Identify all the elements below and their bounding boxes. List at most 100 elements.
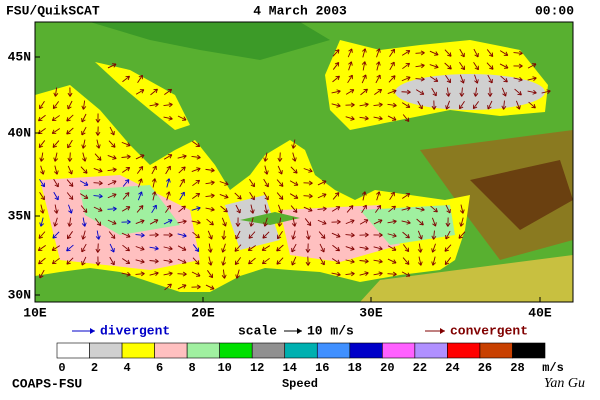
wind-arrow [303, 195, 313, 197]
wind-arrowhead [445, 105, 450, 110]
wind-arrowhead [405, 233, 410, 239]
wind-arrowhead [532, 76, 537, 82]
wind-arrow [389, 191, 395, 201]
wind-arrowhead [531, 103, 536, 109]
wind-arrow [135, 273, 145, 275]
calm-zone [395, 74, 545, 110]
wind-arrow [415, 89, 425, 95]
wind-arrowhead [334, 192, 340, 197]
wind-arrow [150, 88, 158, 96]
wind-arrow [499, 63, 509, 69]
wind-arrowhead [53, 222, 58, 227]
wind-arrowhead [276, 247, 281, 252]
divergent-arrowhead [90, 328, 95, 334]
wind-arrow [527, 77, 537, 81]
wind-arrow [151, 204, 157, 214]
wind-arrow [376, 61, 380, 71]
wind-arrowhead [404, 117, 410, 122]
wind-arrow [68, 217, 72, 227]
wind-arrow [402, 257, 410, 265]
wind-arrowhead [262, 234, 267, 239]
wind-arrowhead [66, 260, 71, 265]
wind-arrow [52, 231, 60, 239]
wind-arrow [306, 230, 310, 240]
wind-arrow [122, 244, 130, 252]
wind-arrowhead [378, 258, 383, 264]
wind-arrow [388, 75, 396, 83]
wind-arrow [51, 128, 61, 134]
wind-arrowhead [125, 206, 131, 211]
wind-arrowhead [39, 104, 44, 110]
wind-arrowhead [306, 221, 312, 226]
wind-arrow [68, 204, 72, 214]
wind-arrow [262, 257, 270, 265]
footer-right: Yan Gu [544, 376, 585, 391]
land-shade [90, 22, 330, 60]
wind-arrowhead [153, 219, 159, 224]
wind-arrowhead [67, 157, 73, 162]
wind-arrowhead [68, 170, 73, 175]
wind-arrow [415, 78, 425, 80]
wind-arrow [163, 246, 173, 250]
wind-arrowhead [210, 167, 215, 173]
wind-arrow [38, 245, 46, 251]
wind-arrow [82, 217, 86, 227]
wind-arrow [401, 50, 411, 56]
wind-arrow [332, 244, 340, 252]
wind-arrow [279, 152, 281, 162]
wind-arrowhead [378, 115, 383, 121]
wind-arrow [205, 194, 215, 198]
wind-arrow [459, 74, 465, 84]
wind-arrow [387, 103, 397, 107]
wind-arrowhead [291, 144, 297, 149]
wind-arrowhead [167, 88, 173, 94]
wind-arrowhead [420, 63, 425, 69]
wind-arrowhead [154, 258, 159, 264]
wind-arrow [53, 178, 59, 188]
wind-arrow [80, 166, 88, 174]
wind-arrowhead [336, 219, 341, 225]
wind-arrowhead [51, 116, 57, 122]
wind-arrow [387, 245, 397, 251]
wind-arrow [417, 100, 423, 110]
wind-arrowhead [221, 235, 227, 240]
wind-arrow [109, 243, 115, 253]
wind-arrow [122, 192, 130, 200]
wind-arrow [303, 168, 313, 172]
wind-arrow [319, 243, 325, 253]
wind-arrowhead [276, 234, 282, 240]
wind-arrowhead [53, 92, 59, 97]
wind-arrowhead [364, 115, 369, 121]
wind-arrowhead [518, 50, 523, 56]
wind-arrowhead [138, 165, 144, 171]
wind-arrow [264, 152, 268, 162]
wind-arrow [432, 256, 436, 266]
wind-arrowhead [168, 219, 173, 224]
wind-arrowhead [363, 219, 369, 224]
wind-arrow [54, 87, 58, 97]
wind-arrow [487, 74, 493, 84]
wind-arrow [360, 88, 368, 96]
colorbar-label: 2 [91, 361, 98, 375]
lon-label: 40E [528, 305, 552, 320]
colorbar-swatch [479, 342, 513, 359]
wind-arrowhead [305, 261, 311, 266]
wind-arrowhead [277, 222, 283, 227]
colorbar-label: 10 [217, 361, 231, 375]
wind-arrow [458, 231, 466, 239]
wind-arrow [460, 217, 464, 227]
wind-arrowhead [378, 245, 383, 251]
colorbar-swatch [447, 342, 481, 359]
wind-arrow [429, 50, 439, 56]
wind-arrowhead [417, 261, 423, 266]
wind-arrow [40, 165, 44, 175]
wind-arrow [348, 61, 352, 71]
wind-arrowhead [247, 246, 253, 252]
wind-arrowhead [336, 89, 341, 95]
wind-arrowhead [168, 258, 173, 264]
wind-arrowhead [349, 89, 355, 94]
wind-arrow [528, 101, 536, 109]
wind-arrow [40, 204, 44, 214]
wind-arrowhead [348, 48, 353, 53]
